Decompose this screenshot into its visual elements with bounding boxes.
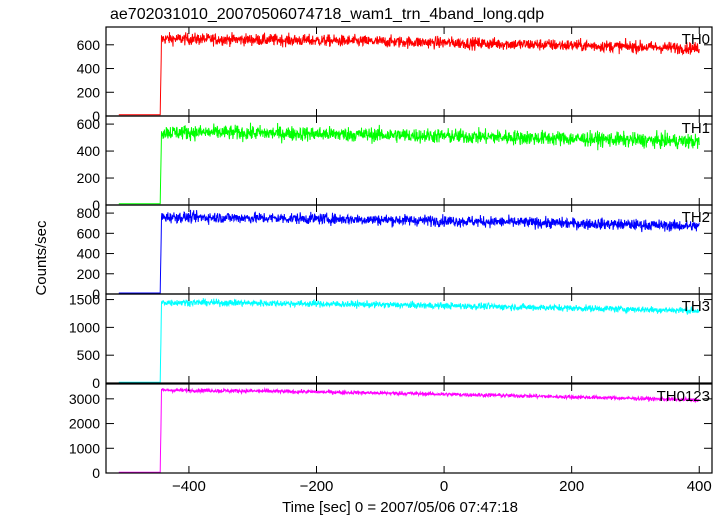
y-tick-label: 0	[92, 375, 100, 391]
y-tick-label: 0	[92, 286, 100, 302]
panel-label: TH0123	[657, 388, 710, 405]
panel-label: TH3	[682, 298, 710, 315]
y-tick-label: 400	[77, 143, 101, 159]
y-tick-label: 1000	[69, 440, 100, 456]
panel-frame	[105, 383, 713, 474]
y-tick-label: 0	[92, 197, 100, 213]
y-tick-label: 400	[77, 246, 101, 262]
panel-th1: 0 200 400 600 TH1	[77, 115, 713, 213]
y-tick-label: 600	[77, 225, 101, 241]
y-tick-label: 1500	[69, 292, 100, 308]
y-tick-label: 600	[77, 37, 101, 53]
x-axis-label: Time [sec] 0 = 2007/05/06 07:47:18	[282, 499, 518, 516]
y-tick-label: 200	[77, 170, 101, 186]
x-tick-label: 400	[687, 478, 712, 495]
panel-label: TH1	[682, 120, 710, 137]
y-tick-label: 500	[77, 347, 101, 363]
panel-label: TH2	[682, 209, 710, 226]
panel-th3: 0 500 1000 1500 TH3	[69, 292, 713, 391]
light-curve-th0	[118, 32, 700, 116]
x-tick-label: 0	[440, 478, 448, 495]
x-tick-label: −200	[300, 478, 334, 495]
light-curve-th0123	[118, 386, 700, 473]
y-tick-label: 400	[77, 61, 101, 77]
y-tick-label: 200	[77, 84, 101, 100]
light-curve-th2	[118, 209, 700, 294]
y-tick-label: 800	[77, 205, 101, 221]
y-tick-label: 0	[92, 465, 100, 481]
x-tick-label: 200	[559, 478, 584, 495]
chart-title: ae702031010_20070506074718_wam1_trn_4ban…	[110, 6, 544, 23]
y-tick-label: 200	[77, 266, 101, 282]
y-tick-label: 600	[77, 116, 101, 132]
y-tick-label: 2000	[69, 416, 100, 432]
light-curve-th3	[118, 298, 700, 383]
y-tick-label: 1000	[69, 319, 100, 335]
panel-label: TH0	[682, 31, 710, 48]
y-tick-label: 3000	[69, 391, 100, 407]
panel-th0123: 0 1000 2000 3000 TH0123	[69, 383, 713, 481]
x-tick-label: −400	[172, 478, 206, 495]
y-tick-label: 0	[92, 108, 100, 124]
panel-frame	[105, 293, 713, 384]
panels-group: 0 200 400 600 TH0 0 200 400 600 TH1 0 200 400 600 800 T…	[69, 26, 713, 495]
panel-th2: 0 200 400 600 800 TH2	[77, 204, 713, 302]
panel-th0: 0 200 400 600 TH0	[77, 26, 713, 124]
y-axis-label: Counts/sec	[33, 220, 50, 296]
light-curve-th1	[118, 122, 700, 205]
